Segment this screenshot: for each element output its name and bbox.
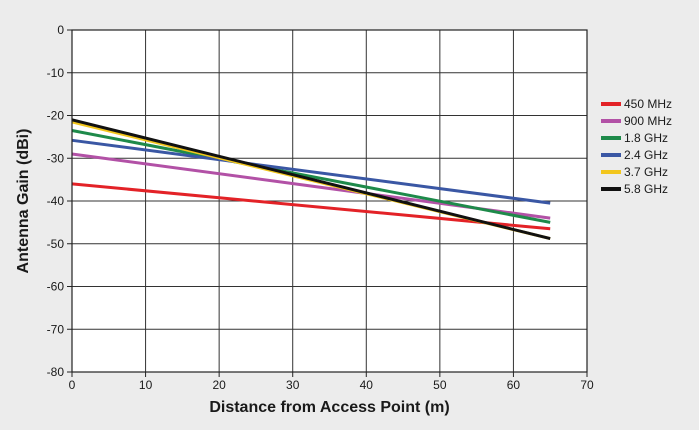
x-tick-label: 30: [286, 378, 300, 392]
y-tick-label: 0: [57, 23, 64, 37]
legend-label-900-mhz: 900 MHz: [624, 114, 672, 128]
y-tick-label: -70: [47, 322, 65, 336]
grid: [72, 30, 587, 372]
series-line-5-8-ghz: [71, 118, 551, 241]
series-lines: [71, 118, 551, 241]
legend-label-5-8-ghz: 5.8 GHz: [624, 182, 668, 196]
legend-label-450-mhz: 450 MHz: [624, 97, 672, 111]
legend-label-2-4-ghz: 2.4 GHz: [624, 148, 668, 162]
legend-label-1-8-ghz: 1.8 GHz: [624, 131, 668, 145]
x-tick-label: 60: [507, 378, 521, 392]
x-tick-label: 40: [360, 378, 374, 392]
series-line-2-4-ghz: [71, 138, 551, 205]
legend: 450 MHz 900 MHz 1.8 GHz 2.4 GHz 3.7 GHz 5.8 G…: [601, 97, 672, 196]
x-tick-label: 10: [139, 378, 153, 392]
x-tick-label: 0: [69, 378, 76, 392]
x-axis-title: Distance from Access Point (m): [209, 399, 449, 416]
y-tick-label: -80: [47, 365, 65, 379]
y-tick-label: -40: [47, 194, 65, 208]
axis-ticks: 0 10 20 30 40 50 60 70 0 -10 -20 -30 -40 -50 -60 -70 -80: [47, 23, 594, 392]
y-axis-title: Antenna Gain (dBi): [15, 129, 32, 274]
y-tick-label: -30: [47, 151, 65, 165]
y-tick-label: -20: [47, 109, 65, 123]
y-tick-label: -60: [47, 280, 65, 294]
legend-label-3-7-ghz: 3.7 GHz: [624, 165, 668, 179]
series-line-1-8-ghz: [71, 129, 551, 224]
x-tick-label: 20: [212, 378, 226, 392]
y-tick-label: -50: [47, 237, 65, 251]
y-tick-label: -10: [47, 66, 65, 80]
x-tick-label: 50: [433, 378, 447, 392]
series-line-450-mhz: [71, 182, 551, 231]
x-tick-label: 70: [580, 378, 594, 392]
